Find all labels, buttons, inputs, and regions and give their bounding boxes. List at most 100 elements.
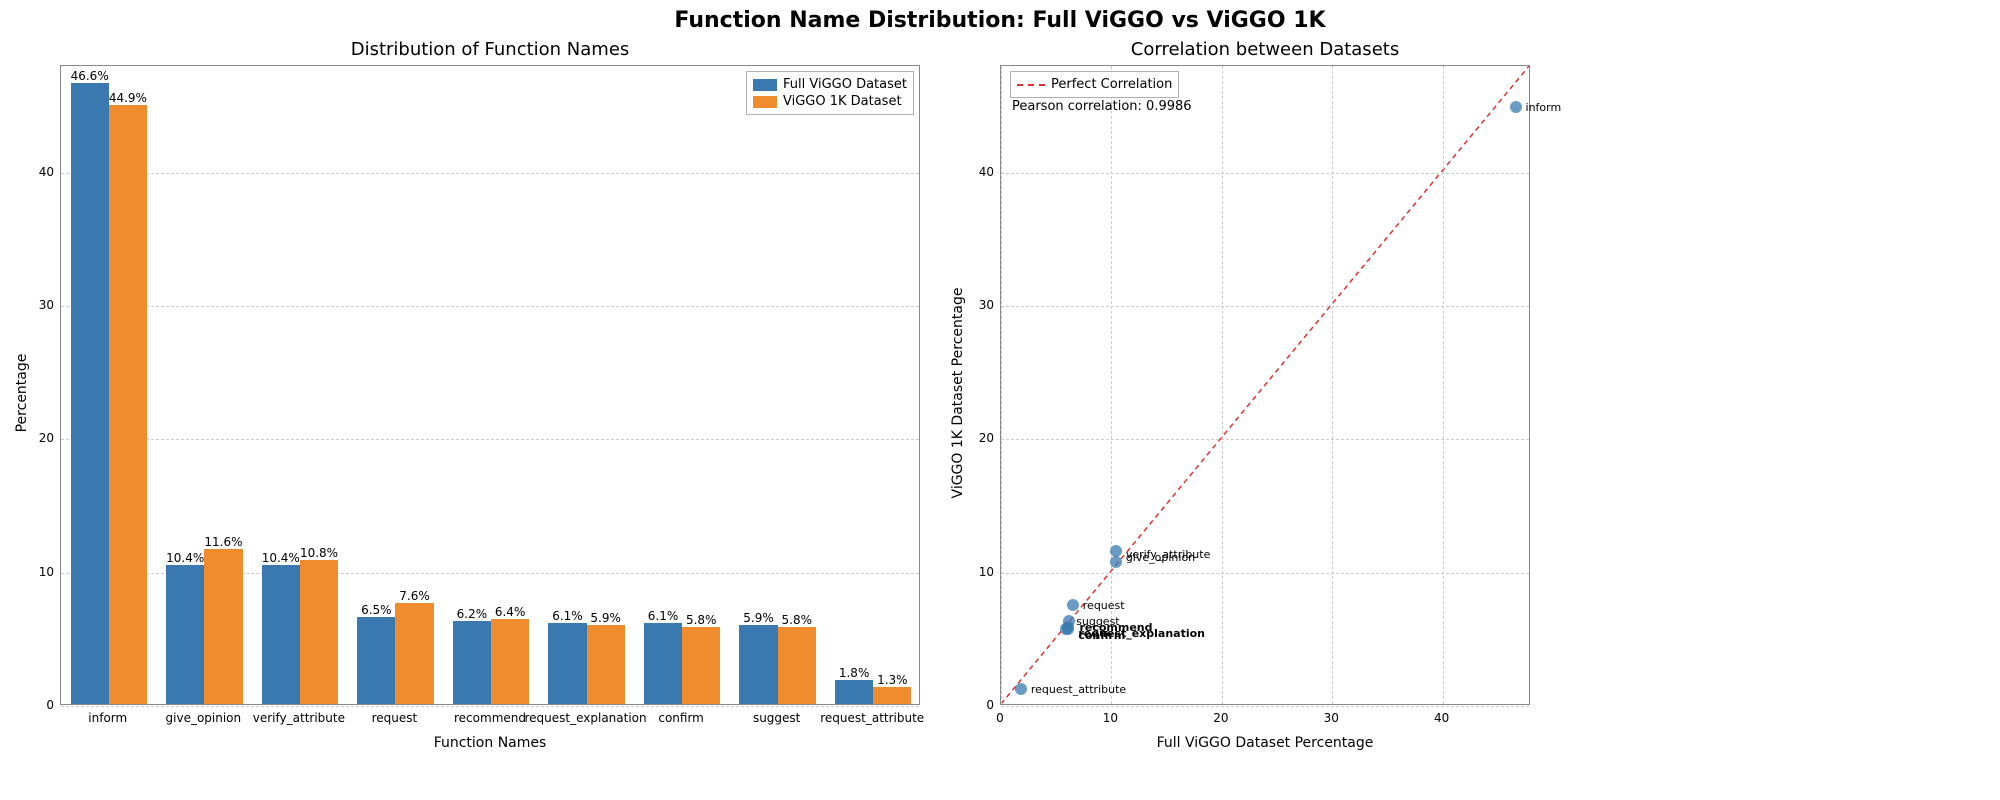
bar-xtick-label: recommend: [454, 711, 526, 725]
scatter-xtick-label: 20: [1213, 711, 1228, 725]
pearson-annotation: Pearson correlation: 0.9986: [1012, 99, 1192, 114]
bar-ytick-label: 10: [14, 565, 54, 579]
scatter-plot-area: informgive_opinionverify_attributereques…: [1000, 65, 1530, 705]
bar: [873, 687, 911, 704]
bar: [166, 565, 204, 704]
scatter-point: [1067, 599, 1079, 611]
bar-value-label: 5.9%: [743, 611, 774, 625]
gridline-h: [1001, 306, 1529, 308]
bar: [491, 619, 529, 704]
legend-label: ViGGO 1K Dataset: [783, 94, 902, 109]
bar: [300, 560, 338, 704]
scatter-xtick-label: 40: [1434, 711, 1449, 725]
figure: Function Name Distribution: Full ViGGO v…: [0, 0, 2000, 800]
gridline-h: [1001, 573, 1529, 575]
bar-xtick-label: confirm: [658, 711, 704, 725]
bar-value-label: 5.8%: [782, 613, 813, 627]
bar: [644, 623, 682, 704]
scatter-subplot: Correlation between Datasets informgive_…: [1000, 65, 1530, 705]
legend-label: Full ViGGO Dataset: [783, 77, 907, 92]
scatter-point-label: verify_attribute: [1126, 548, 1211, 561]
scatter-point-label: request_attribute: [1031, 683, 1126, 696]
bar: [204, 549, 242, 704]
bar-chart-title: Distribution of Function Names: [60, 39, 920, 60]
legend-item: ViGGO 1K Dataset: [753, 93, 907, 110]
bar-ytick-label: 30: [14, 298, 54, 312]
bar-ylabel: Percentage: [14, 354, 30, 433]
gridline-h: [1001, 706, 1529, 708]
legend-swatch: [753, 79, 777, 91]
scatter-chart-title: Correlation between Datasets: [1000, 39, 1530, 60]
bar-value-label: 6.2%: [457, 607, 488, 621]
scatter-legend: Perfect Correlation: [1010, 71, 1179, 98]
bar-xtick-label: give_opinion: [166, 711, 242, 725]
perfect-correlation-line: [1001, 66, 1529, 704]
bar-xlabel: Function Names: [434, 735, 547, 751]
scatter-point-label: inform: [1526, 101, 1562, 114]
bar: [835, 680, 873, 704]
gridline-v: [1332, 66, 1334, 704]
bar-value-label: 1.8%: [839, 666, 870, 680]
legend-swatch: [753, 96, 777, 108]
scatter-ytick-label: 20: [954, 431, 994, 445]
bar-xtick-label: verify_attribute: [253, 711, 345, 725]
figure-suptitle: Function Name Distribution: Full ViGGO v…: [0, 8, 2000, 33]
bar-ytick-label: 20: [14, 431, 54, 445]
bar-value-label: 7.6%: [399, 589, 430, 603]
bar-value-label: 5.9%: [590, 611, 621, 625]
bar-value-label: 11.6%: [204, 535, 242, 549]
bar-ytick-label: 40: [14, 165, 54, 179]
bar-value-label: 46.6%: [71, 69, 109, 83]
bar: [682, 627, 720, 704]
bar-legend: Full ViGGO Dataset ViGGO 1K Dataset: [746, 71, 914, 115]
bar-value-label: 6.1%: [648, 609, 679, 623]
scatter-xtick-label: 0: [996, 711, 1004, 725]
bar-ytick-label: 0: [14, 698, 54, 712]
legend-item: Full ViGGO Dataset: [753, 76, 907, 93]
bar: [262, 565, 300, 704]
bar-value-label: 5.8%: [686, 613, 717, 627]
bar-value-label: 6.1%: [552, 609, 583, 623]
scatter-xtick-label: 10: [1103, 711, 1118, 725]
scatter-point-label: request: [1083, 599, 1125, 612]
gridline-h: [61, 173, 919, 175]
gridline-v: [1222, 66, 1224, 704]
scatter-point: [1060, 623, 1072, 635]
gridline-h: [1001, 439, 1529, 441]
bar-value-label: 10.4%: [166, 551, 204, 565]
gridline-h: [61, 306, 919, 308]
bar: [548, 623, 586, 704]
bar: [395, 603, 433, 704]
scatter-ytick-label: 30: [954, 298, 994, 312]
bar-value-label: 10.4%: [262, 551, 300, 565]
scatter-ytick-label: 0: [954, 698, 994, 712]
scatter-point: [1510, 101, 1522, 113]
bar-value-label: 1.3%: [877, 673, 908, 687]
gridline-v: [1443, 66, 1445, 704]
bar: [778, 627, 816, 704]
scatter-ylabel: ViGGO 1K Dataset Percentage: [950, 288, 966, 499]
bar: [453, 621, 491, 704]
bar-xtick-label: suggest: [753, 711, 800, 725]
legend-line-swatch: [1017, 84, 1045, 86]
legend-label: Perfect Correlation: [1051, 77, 1172, 92]
bar-plot-area: 46.6%44.9%10.4%11.6%10.4%10.8%6.5%7.6%6.…: [60, 65, 920, 705]
scatter-point-label: suggest: [1076, 615, 1119, 628]
scatter-xlabel: Full ViGGO Dataset Percentage: [1157, 735, 1374, 751]
scatter-xtick-label: 30: [1324, 711, 1339, 725]
bar-value-label: 6.5%: [361, 603, 392, 617]
bar-value-label: 44.9%: [109, 91, 147, 105]
gridline-h: [1001, 173, 1529, 175]
bar-value-label: 6.4%: [495, 605, 526, 619]
bar-xtick-label: request_explanation: [524, 711, 646, 725]
bar: [357, 617, 395, 704]
gridline-v: [1001, 66, 1003, 704]
bar: [71, 83, 109, 704]
scatter-point: [1110, 556, 1122, 568]
bar: [587, 625, 625, 704]
bar-xtick-label: inform: [88, 711, 127, 725]
bar-xtick-label: request_attribute: [820, 711, 924, 725]
bar-subplot: Distribution of Function Names 46.6%44.9…: [60, 65, 920, 705]
scatter-ytick-label: 40: [954, 165, 994, 179]
bar-xtick-label: request: [372, 711, 418, 725]
